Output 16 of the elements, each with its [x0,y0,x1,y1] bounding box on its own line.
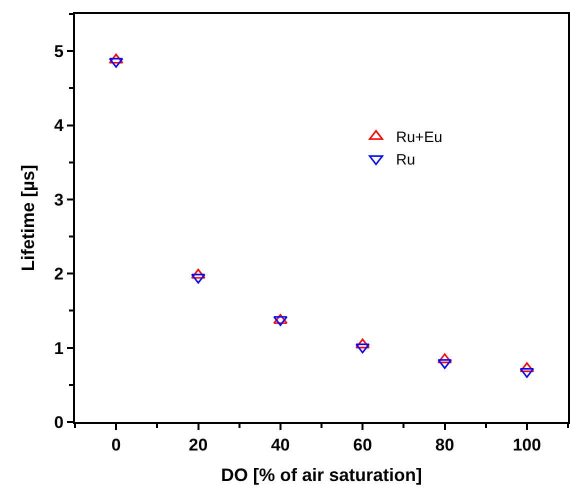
legend-label: Ru+Eu [396,129,442,146]
y-tick-label: 5 [54,42,64,62]
y-tick-label: 0 [54,412,64,432]
y-tick-label: 3 [54,190,64,210]
x-tick-label: 20 [188,435,208,454]
y-tick-label: 4 [54,116,64,136]
legend-label: Ru [396,152,416,169]
x-tick-label: 80 [435,435,454,454]
x-tick-label: 0 [111,435,121,454]
x-axis-title: DO [% of air saturation] [220,465,422,485]
x-tick-label: 100 [512,435,542,454]
y-tick-label: 1 [54,338,64,358]
y-tick-label: 2 [54,264,64,284]
x-tick-label: 40 [270,435,290,454]
y-axis-title: Lifetime [µs] [18,164,38,272]
x-tick-label: 60 [353,435,372,454]
